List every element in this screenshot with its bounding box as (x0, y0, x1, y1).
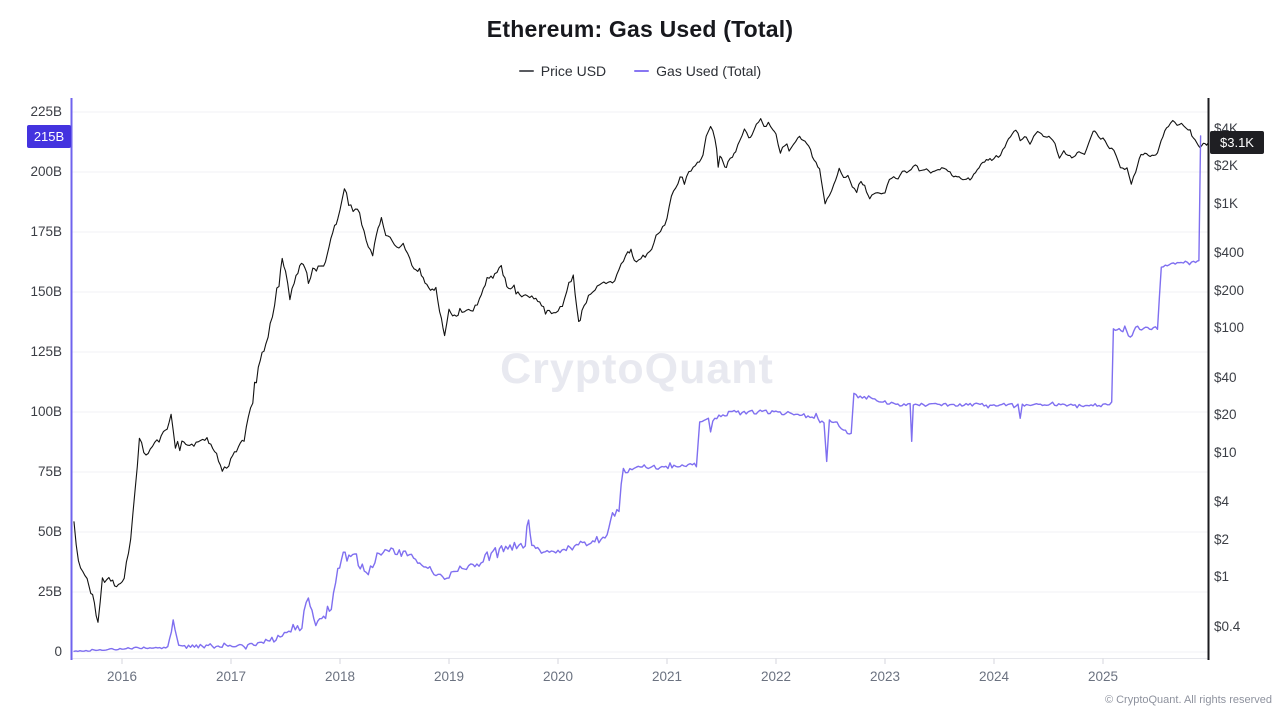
y-axis-label-right: $200 (1214, 282, 1245, 298)
y-axis-label-right: $1 (1214, 569, 1230, 585)
x-axis-label: 2017 (215, 669, 247, 684)
y-axis-label-left: 75B (37, 464, 62, 479)
legend-label-price-usd: Price USD (540, 63, 607, 79)
y-axis-label-left: 50B (37, 524, 62, 539)
y-axis-label-right: $400 (1214, 245, 1245, 261)
x-axis-label: 2023 (869, 669, 901, 684)
legend: Price USD Gas Used (Total) (0, 63, 1280, 79)
y-axis-label-right: $0.4 (1214, 618, 1241, 634)
y-axis-label-left: 25B (37, 584, 62, 599)
x-axis-label: 2020 (542, 669, 574, 684)
gas-current-value-badge: 215B (27, 124, 71, 148)
series-lines (73, 118, 1209, 653)
y-axis-label-right: $10 (1214, 444, 1237, 460)
x-axis-label: 2025 (1087, 669, 1119, 684)
y-axis-label-right: $2K (1214, 158, 1239, 174)
y-axis-label-right: $4 (1214, 494, 1230, 510)
x-axis-label: 2019 (433, 669, 465, 684)
price-usd-line-swatch-icon (518, 70, 534, 72)
legend-label-gas-used: Gas Used (Total) (656, 63, 762, 79)
x-axis-label: 2021 (651, 669, 683, 684)
x-axis-label: 2024 (978, 669, 1010, 684)
y-axis-label-left: 100B (30, 404, 62, 419)
price-current-value-badge: $3.1K (1210, 131, 1264, 155)
x-axis-label: 2016 (106, 669, 138, 684)
y-axis-label-right: $1K (1214, 195, 1239, 211)
copyright-footer: © CryptoQuant. All rights reserved (1104, 694, 1272, 706)
y-axis-label-left: 200B (30, 164, 62, 179)
y-axis-label-right: $2 (1214, 531, 1230, 547)
y-axis-label-left: 225B (30, 104, 62, 119)
y-axis-label-left: 175B (30, 224, 62, 239)
axis-lines (70, 98, 1210, 660)
legend-item-price-usd[interactable]: Price USD (518, 63, 607, 79)
x-axis-label: 2018 (324, 669, 356, 684)
x-axis-label: 2022 (760, 669, 792, 684)
gridlines (71, 111, 1209, 664)
y-axis-label-left: 125B (30, 344, 62, 359)
y-axis-label-left: 0 (54, 644, 62, 659)
y-axis-label-left: 150B (30, 284, 62, 299)
gas-used-line-swatch-icon (634, 70, 650, 72)
y-axis-label-right: $20 (1214, 407, 1237, 423)
cryptoquant-watermark: CryptoQuant (500, 345, 774, 393)
y-axis-label-right: $100 (1214, 320, 1245, 336)
chart-title: Ethereum: Gas Used (Total) (486, 16, 794, 42)
y-axis-label-right: $40 (1214, 369, 1237, 385)
legend-item-gas-used[interactable]: Gas Used (Total) (634, 63, 761, 79)
